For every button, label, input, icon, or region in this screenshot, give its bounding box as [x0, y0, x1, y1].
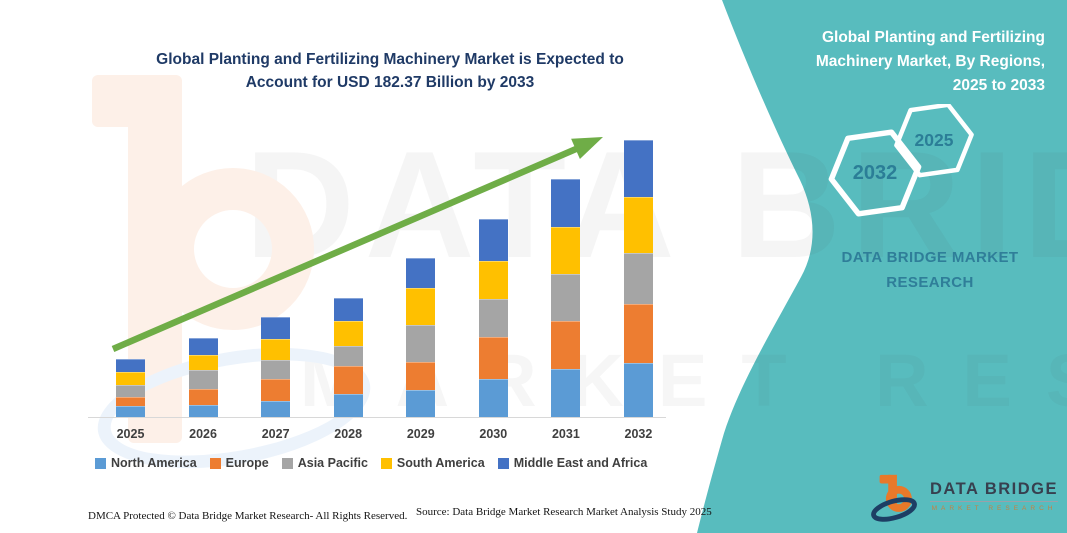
bar-segment-2025-europe: [116, 397, 145, 406]
bar-segment-2025-asia-pacific: [116, 385, 145, 397]
bar-2032: 2032: [623, 127, 653, 441]
legend-item-europe: Europe: [209, 456, 269, 470]
bar-segment-2028-asia-pacific: [333, 346, 363, 366]
stacked-bar-plot: 2025 2026 2027 2028 2029 2030 2031 2032: [116, 127, 653, 441]
bar-segment-2027-middle-east-and-africa: [261, 317, 291, 339]
bar-segment-2029-north-america: [406, 390, 436, 417]
bar-segment-2032-europe: [623, 304, 653, 363]
bar-segment-2031-middle-east-and-africa: [551, 179, 581, 227]
bar-2031: 2031: [551, 127, 581, 441]
bar-segment-2028-europe: [333, 366, 363, 394]
bar-segment-2028-south-america: [333, 321, 363, 346]
legend-label: North America: [111, 456, 197, 470]
x-axis-label-2025: 2025: [116, 427, 145, 441]
bar-segment-2030-middle-east-and-africa: [478, 219, 508, 261]
bar-segment-2032-middle-east-and-africa: [623, 140, 653, 197]
bar-segment-2030-europe: [478, 337, 508, 379]
legend-label: Middle East and Africa: [513, 456, 648, 470]
legend-item-south-america: South America: [380, 456, 485, 470]
bar-segment-2029-middle-east-and-africa: [406, 258, 436, 288]
hexagon-2025: [894, 104, 974, 178]
x-axis-label-2028: 2028: [334, 427, 363, 441]
legend-swatch-south-america: [380, 457, 392, 469]
legend-label: Asia Pacific: [297, 456, 368, 470]
bar-segment-2030-north-america: [478, 379, 508, 417]
source-note: Source: Data Bridge Market Research Mark…: [416, 506, 712, 518]
x-axis-label-2027: 2027: [261, 427, 290, 441]
legend-swatch-middle-east-and-africa: [497, 457, 509, 469]
legend-label: Europe: [225, 456, 269, 470]
bar-segment-2027-north-america: [261, 401, 291, 417]
bar-2029: 2029: [406, 127, 436, 441]
x-axis-line: [88, 417, 666, 418]
bar-segment-2026-north-america: [188, 405, 218, 417]
hexagon-badges: [828, 104, 974, 217]
teal-panel-shape: [697, 0, 1067, 533]
bar-segment-2031-europe: [551, 321, 581, 369]
bar-segment-2026-south-america: [188, 355, 218, 370]
bar-segment-2030-asia-pacific: [478, 299, 508, 337]
bar-segment-2031-asia-pacific: [551, 274, 581, 321]
bar-segment-2032-asia-pacific: [623, 253, 653, 304]
legend-swatch-europe: [209, 457, 221, 469]
bar-segment-2027-south-america: [261, 339, 291, 360]
bar-segment-2028-north-america: [333, 394, 363, 417]
bar-segment-2025-north-america: [116, 406, 145, 417]
dmca-note: DMCA Protected © Data Bridge Market Rese…: [88, 510, 408, 522]
bar-segment-2032-north-america: [623, 363, 653, 417]
brand-text: DATA BRIDGE MARKET RESEARCH: [930, 480, 1059, 512]
bar-segment-2026-asia-pacific: [188, 370, 218, 389]
bar-segment-2025-middle-east-and-africa: [116, 359, 145, 372]
bar-segment-2031-north-america: [551, 369, 581, 417]
bar-segment-2029-asia-pacific: [406, 325, 436, 362]
bar-segment-2032-south-america: [623, 197, 653, 253]
bar-2028: 2028: [333, 127, 363, 441]
legend-item-asia-pacific: Asia Pacific: [281, 456, 368, 470]
legend-swatch-asia-pacific: [281, 457, 293, 469]
bar-segment-2029-south-america: [406, 288, 436, 325]
bar-segment-2028-middle-east-and-africa: [333, 298, 363, 321]
bar-2026: 2026: [188, 127, 218, 441]
logo-d-swoosh: [871, 497, 917, 522]
bar-segment-2029-europe: [406, 362, 436, 390]
brand-logo-icon: [871, 474, 917, 522]
legend-swatch-north-america: [95, 457, 106, 469]
bar-segment-2027-asia-pacific: [261, 360, 291, 379]
legend-item-north-america: North America: [95, 456, 197, 470]
legend-item-middle-east-and-africa: Middle East and Africa: [497, 456, 648, 470]
legend-label: South America: [396, 456, 485, 470]
x-axis-label-2032: 2032: [624, 427, 653, 441]
bar-2027: 2027: [261, 127, 291, 441]
brand-tagline: MARKET RESEARCH: [931, 505, 1057, 512]
brand-logo: DATA BRIDGE MARKET RESEARCH: [868, 470, 1059, 522]
bar-2030: 2030: [478, 127, 508, 441]
hexagon-year-2032: 2032: [852, 162, 898, 184]
x-axis-label-2029: 2029: [406, 427, 435, 441]
hexagon-2032: [828, 129, 922, 217]
bar-segment-2030-south-america: [478, 261, 508, 299]
x-axis-label-2031: 2031: [551, 427, 580, 441]
x-axis-label-2030: 2030: [479, 427, 508, 441]
panel-title: Global Planting and Fertilizing Machiner…: [815, 29, 1045, 95]
brand-name: DATA BRIDGE: [930, 480, 1059, 502]
bar-segment-2031-south-america: [551, 227, 581, 274]
bar-segment-2026-middle-east-and-africa: [188, 338, 218, 355]
chart-legend: North America Europe Asia Pacific South Ame…: [95, 456, 647, 470]
hexagon-year-2025: 2025: [914, 130, 954, 150]
chart-title: Global Planting and Fertilizing Machiner…: [156, 51, 624, 92]
panel-caption: DATA BRIDGE MARKET RESEARCH: [841, 249, 1019, 291]
bar-segment-2027-europe: [261, 379, 291, 401]
bar-2025: 2025: [116, 127, 145, 441]
bar-segment-2025-south-america: [116, 372, 145, 385]
bar-segment-2026-europe: [188, 389, 218, 405]
x-axis-label-2026: 2026: [189, 427, 217, 441]
